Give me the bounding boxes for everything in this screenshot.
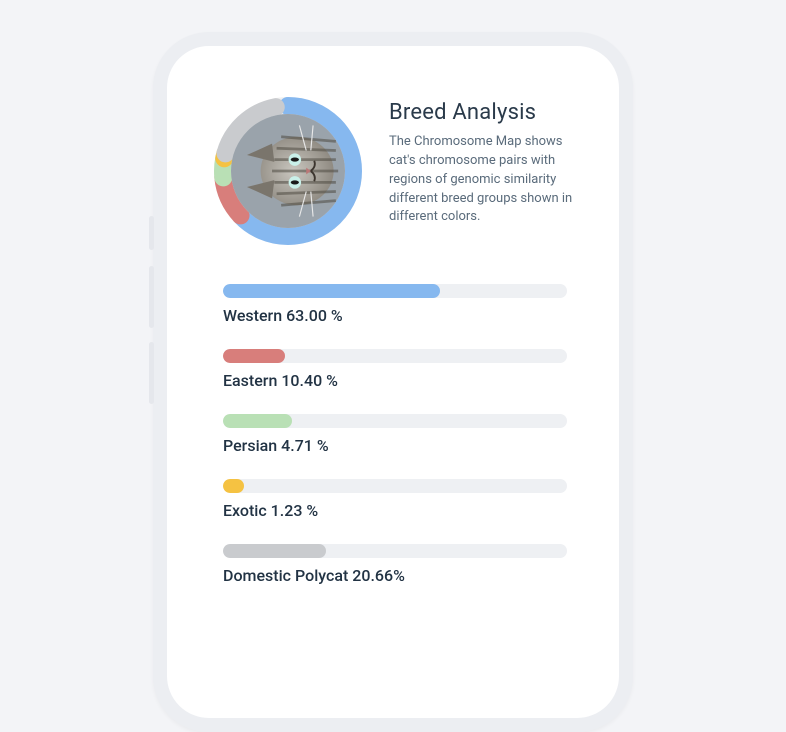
breed-bar-track — [223, 544, 567, 558]
breed-bar-track — [223, 479, 567, 493]
breed-list: Western 63.00 % Eastern 10.40 % Persian … — [211, 284, 575, 585]
page-title: Breed Analysis — [389, 100, 575, 125]
phone-side-button — [149, 266, 154, 328]
breed-donut-chart — [211, 94, 365, 248]
breed-bar-fill — [223, 284, 440, 298]
header: Breed Analysis The Chromosome Map shows … — [211, 94, 575, 248]
breed-row-polycat: Domestic Polycat 20.66% — [223, 544, 567, 585]
breed-label: Persian 4.71 % — [223, 436, 567, 455]
phone-side-button — [149, 216, 154, 250]
breed-bar-track — [223, 414, 567, 428]
breed-row-exotic: Exotic 1.23 % — [223, 479, 567, 520]
phone-side-button — [149, 342, 154, 404]
breed-row-persian: Persian 4.71 % — [223, 414, 567, 455]
breed-label: Western 63.00 % — [223, 306, 567, 325]
breed-bar-fill — [223, 544, 326, 558]
breed-bar-track — [223, 284, 567, 298]
breed-label: Exotic 1.23 % — [223, 501, 567, 520]
breed-bar-fill — [223, 479, 244, 493]
phone-frame: Breed Analysis The Chromosome Map shows … — [153, 32, 633, 732]
page-description: The Chromosome Map shows cat's chromosom… — [389, 133, 575, 227]
cat-avatar — [231, 114, 345, 228]
cat-avatar-placeholder — [231, 114, 345, 228]
breed-bar-fill — [223, 414, 292, 428]
header-text: Breed Analysis The Chromosome Map shows … — [389, 94, 575, 248]
breed-label: Domestic Polycat 20.66% — [223, 566, 567, 585]
breed-row-western: Western 63.00 % — [223, 284, 567, 325]
breed-label: Eastern 10.40 % — [223, 371, 567, 390]
breed-bar-track — [223, 349, 567, 363]
breed-row-eastern: Eastern 10.40 % — [223, 349, 567, 390]
breed-bar-fill — [223, 349, 285, 363]
